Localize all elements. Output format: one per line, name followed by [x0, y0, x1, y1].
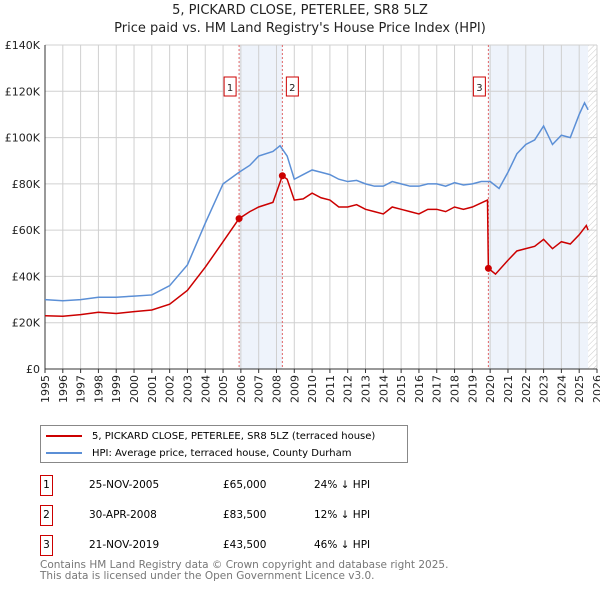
x-tick-label: 2003: [181, 375, 194, 403]
x-tick-label: 2005: [217, 375, 230, 403]
x-tick-label: 1999: [110, 375, 123, 403]
sale-hpi-diff: 24% ↓ HPI: [314, 479, 371, 491]
x-tick-label: 2002: [164, 375, 177, 403]
shaded-period-2: [488, 45, 589, 369]
sale-label-number: 3: [476, 83, 482, 94]
hpi-line: [44, 101, 589, 302]
x-tick-label: 1997: [75, 375, 88, 403]
sale-price: £83,500: [223, 509, 267, 521]
sale-price: £65,000: [223, 479, 267, 491]
x-tick-label: 2011: [324, 375, 337, 403]
sale-date: 25-NOV-2005: [89, 479, 160, 491]
sale-hpi-diff: 12% ↓ HPI: [314, 509, 371, 521]
sale-date: 21-NOV-2019: [89, 539, 160, 551]
chart-subtitle: Price paid vs. HM Land Registry's House …: [114, 21, 486, 36]
x-tick-label: 2009: [288, 375, 301, 403]
x-tick-label: 2006: [235, 375, 248, 403]
footer-line-1: Contains HM Land Registry data © Crown c…: [40, 559, 449, 571]
x-tick-label: 2014: [377, 375, 390, 403]
x-tick-label: 1998: [92, 375, 105, 403]
sale-label-box: 1: [223, 76, 237, 97]
legend: 5, PICKARD CLOSE, PETERLEE, SR8 5LZ (ter…: [40, 425, 408, 463]
sale-row: 1 25-NOV-2005 £65,000 24% ↓ HPI: [40, 475, 440, 497]
sale-number-badge: 2: [40, 505, 53, 526]
x-tick-label: 2015: [395, 375, 408, 403]
sale-number-badge: 3: [40, 535, 53, 556]
y-tick-label: £120K: [5, 85, 41, 98]
y-tick-label: £140K: [5, 39, 41, 52]
x-tick-label: 2001: [146, 375, 159, 403]
footer: Contains HM Land Registry data © Crown c…: [40, 560, 448, 582]
sale-label-box: 3: [472, 76, 486, 97]
x-tick-label: 2019: [466, 375, 479, 403]
x-tick-label: 2010: [306, 375, 319, 403]
x-tick-label: 2007: [253, 375, 266, 403]
y-tick-label: £100K: [5, 132, 41, 145]
sale-point: [235, 215, 243, 223]
sale-date: 30-APR-2008: [89, 509, 157, 521]
sale-label-border: [223, 76, 237, 97]
forecast-hatch: [588, 45, 597, 369]
legend-item-property: 5, PICKARD CLOSE, PETERLEE, SR8 5LZ (ter…: [41, 428, 375, 444]
x-tick-label: 2000: [128, 375, 141, 403]
sale-number-badge: 1: [40, 475, 53, 496]
y-tick-label: £40K: [12, 270, 41, 283]
y-tick-label: £60K: [12, 224, 41, 237]
x-tick-label: 2022: [520, 375, 533, 403]
chart-title: 5, PICKARD CLOSE, PETERLEE, SR8 5LZ: [172, 3, 428, 18]
sale-label-number: 2: [289, 83, 295, 94]
legend-label: HPI: Average price, terraced house, Coun…: [92, 447, 352, 459]
legend-label: 5, PICKARD CLOSE, PETERLEE, SR8 5LZ (ter…: [92, 430, 376, 442]
x-tick-label: 2004: [199, 375, 212, 403]
x-tick-label: 2025: [573, 375, 586, 403]
legend-item-hpi: HPI: Average price, terraced house, Coun…: [41, 445, 351, 461]
sale-price: £43,500: [223, 539, 267, 551]
x-tick-label: 2016: [413, 375, 426, 403]
sale-label-number: 1: [227, 83, 233, 94]
sale-point: [278, 172, 286, 180]
sale-point: [484, 264, 492, 272]
sale-row: 2 30-APR-2008 £83,500 12% ↓ HPI: [40, 505, 440, 527]
x-tick-label: 2024: [555, 375, 568, 403]
x-tick-label: 2018: [449, 375, 462, 403]
sale-label-box: 2: [285, 76, 299, 97]
property-price-line: [44, 174, 589, 317]
sale-row: 3 21-NOV-2019 £43,500 46% ↓ HPI: [40, 535, 440, 557]
y-tick-label: £80K: [12, 178, 41, 191]
x-tick-label: 2026: [591, 375, 600, 403]
sale-hpi-diff: 46% ↓ HPI: [314, 539, 371, 551]
legend-swatch-red: [46, 435, 82, 437]
plot-area: 1995 1996 1997 1998 1999 2000 2001 2002 2003 2004…: [5, 39, 600, 403]
x-tick-label: 2012: [342, 375, 355, 403]
sale-label-border: [472, 76, 486, 97]
legend-swatch-blue: [46, 452, 82, 454]
x-tick-label: 2017: [431, 375, 444, 403]
y-tick-label: £0: [26, 363, 40, 376]
x-tick-label: 2020: [484, 375, 497, 403]
y-tick-label: £20K: [12, 317, 41, 330]
x-tick-label: 2013: [360, 375, 373, 403]
x-tick-label: 1996: [57, 375, 70, 403]
footer-line-2: This data is licensed under the Open Gov…: [40, 570, 375, 582]
sale-label-border: [285, 76, 299, 97]
x-tick-label: 2021: [502, 375, 515, 403]
x-tick-label: 1995: [39, 375, 52, 403]
x-tick-label: 2023: [538, 375, 551, 403]
x-tick-label: 2008: [270, 375, 283, 403]
